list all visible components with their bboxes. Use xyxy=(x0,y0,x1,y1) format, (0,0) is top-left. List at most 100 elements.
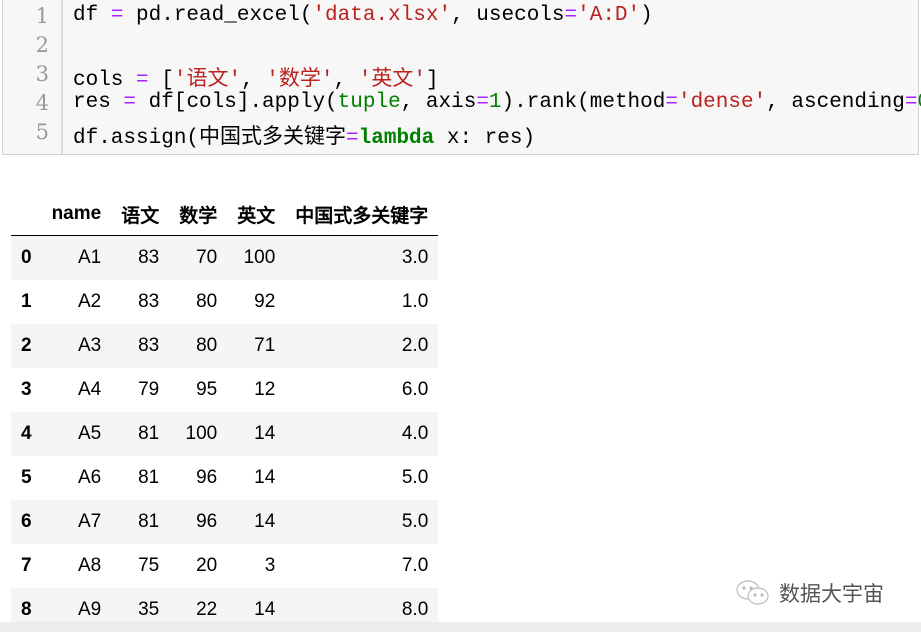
row-index: 2 xyxy=(11,324,42,368)
code-token: , xyxy=(333,69,359,92)
code-token: 'A:D' xyxy=(577,4,641,27)
table-cell: A1 xyxy=(41,235,112,280)
table-cell: 95 xyxy=(196,379,218,400)
table-row: 4 A5 81 100 14 4.0 xyxy=(11,412,439,456)
line-number: 5 xyxy=(35,120,49,144)
table-cell: 81 xyxy=(138,467,160,488)
code-token: cols xyxy=(73,69,137,92)
code-cell[interactable]: 1 2 3 4 5 df = pd.read_excel('data.xlsx', us… xyxy=(2,0,921,155)
code-line: res = df[cols].apply(tuple, axis=1).rank… xyxy=(73,91,921,114)
column-header xyxy=(11,193,42,236)
table-cell: 71 xyxy=(227,324,286,368)
code-line: cols = ['语文', '数学', '英文'] xyxy=(73,62,439,92)
row-index: 7 xyxy=(21,555,32,576)
code-token: , xyxy=(241,69,267,92)
column-header: 中国式多关键字 xyxy=(285,193,439,236)
column-header: 语文 xyxy=(111,193,170,236)
code-token: df[cols].apply( xyxy=(136,91,338,114)
table-cell: 12 xyxy=(254,379,276,400)
line-number: 1 xyxy=(35,4,49,28)
code-token: , axis xyxy=(400,91,477,114)
code-token: ] xyxy=(425,69,439,92)
table-cell: 80 xyxy=(196,291,218,312)
table-cell: 70 xyxy=(169,235,228,280)
table-cell: 81 xyxy=(111,412,170,456)
line-number-gutter: 1 2 3 4 5 xyxy=(3,0,63,154)
wechat-icon xyxy=(736,580,769,605)
table-cell: A4 xyxy=(77,379,102,400)
horizontal-scrollbar[interactable] xyxy=(0,622,921,632)
table-row: 6 A7 81 96 14 5.0 xyxy=(11,500,439,544)
watermark: 数据大宇宙 xyxy=(735,578,884,608)
row-index: 0 xyxy=(11,235,42,280)
table-cell: 79 xyxy=(138,379,160,400)
code-token: pd.read_excel( xyxy=(123,4,313,27)
code-token: 1 xyxy=(488,91,502,114)
row-index: 1 xyxy=(21,291,32,312)
code-token: 0 xyxy=(917,91,921,114)
code-token: = xyxy=(564,4,578,27)
code-token: tuple xyxy=(337,91,401,114)
table-cell: 100 xyxy=(169,412,228,456)
table-cell: 83 xyxy=(111,235,170,280)
code-token: = xyxy=(110,4,124,27)
code-token: res xyxy=(73,91,124,114)
table-cell: 100 xyxy=(227,235,286,280)
table-row: 7 A8 75 20 3 7.0 xyxy=(11,544,438,588)
table-cell: 75 xyxy=(138,555,160,576)
code-token: = xyxy=(123,91,137,114)
table-cell: 83 xyxy=(111,324,170,368)
code-token: , usecols xyxy=(451,4,565,27)
dataframe-output: name 语文 数学 英文 中国式多关键字 0 A1 83 70 100 3.0 1 A2 83 80 92… xyxy=(11,193,439,632)
column-header: name xyxy=(41,193,112,236)
code-token: df.assign(中国式多关键字 xyxy=(73,127,347,150)
table-cell: 2.0 xyxy=(285,324,439,368)
code-token: [ xyxy=(148,69,174,92)
table-cell: 6.0 xyxy=(401,379,429,400)
table-cell: A2 xyxy=(77,291,102,312)
row-index: 3 xyxy=(21,379,32,400)
table-cell: 14 xyxy=(227,412,286,456)
table-cell: A5 xyxy=(41,412,112,456)
table-cell: A6 xyxy=(77,467,102,488)
table-cell: 80 xyxy=(169,324,228,368)
table-row: 0 A1 83 70 100 3.0 xyxy=(11,235,439,280)
code-token: = xyxy=(346,127,359,150)
table-cell: 4.0 xyxy=(285,412,439,456)
code-token: = xyxy=(904,91,918,114)
table-cell: A7 xyxy=(41,500,112,544)
table-cell: 3 xyxy=(264,555,276,576)
table-cell: A3 xyxy=(41,324,112,368)
table-row: 1 A2 83 80 92 1.0 xyxy=(11,280,438,324)
table-header: name 语文 数学 英文 中国式多关键字 xyxy=(11,193,439,236)
table-cell: 14 xyxy=(254,467,276,488)
code-token: '英文' xyxy=(358,69,426,92)
table-row: 3 A4 79 95 12 6.0 xyxy=(11,368,438,412)
code-token: '数学' xyxy=(266,69,334,92)
table-cell: A8 xyxy=(77,555,102,576)
table-cell: 96 xyxy=(196,467,218,488)
row-index: 6 xyxy=(11,500,42,544)
code-token: '语文' xyxy=(173,69,242,92)
code-token: , ascending xyxy=(766,91,905,114)
table-cell: 1.0 xyxy=(401,291,429,312)
code-token: 'dense' xyxy=(677,91,767,114)
table-cell: 92 xyxy=(254,291,276,312)
table-row: 5 A6 81 96 14 5.0 xyxy=(11,456,438,500)
code-token: = xyxy=(665,91,678,114)
code-line: df.assign(中国式多关键字=lambda x: res) xyxy=(73,120,535,150)
line-number: 3 xyxy=(35,62,49,86)
code-token: ).rank(method xyxy=(501,91,666,114)
code-token: df xyxy=(73,4,111,27)
column-header: 英文 xyxy=(227,193,286,236)
table-cell: 5.0 xyxy=(285,500,439,544)
code-token: = xyxy=(136,69,149,92)
table-cell: 96 xyxy=(169,500,228,544)
table-row: 2 A3 83 80 71 2.0 xyxy=(11,324,439,368)
line-number: 4 xyxy=(35,91,49,115)
code-token: = xyxy=(476,91,489,114)
line-number: 2 xyxy=(35,33,49,57)
row-index: 5 xyxy=(21,467,32,488)
watermark-text: 数据大宇宙 xyxy=(779,583,884,606)
table-cell: 20 xyxy=(196,555,218,576)
